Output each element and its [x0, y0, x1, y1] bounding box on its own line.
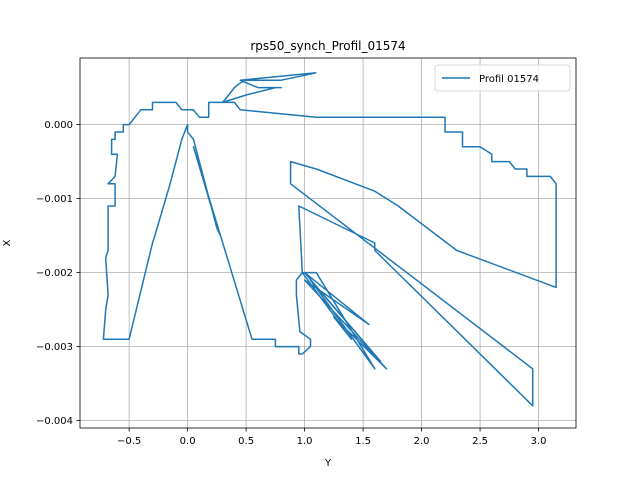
y-tick-label: −0.001	[36, 194, 73, 205]
x-axis-label: Y	[324, 458, 332, 469]
x-tick-label: 1.5	[355, 436, 371, 447]
x-tick-label: 1.0	[297, 436, 313, 447]
series-line	[102, 72, 557, 407]
y-tick-label: −0.003	[36, 342, 73, 353]
x-tick-label: 3.0	[531, 436, 547, 447]
y-tick-label: −0.004	[36, 416, 73, 427]
y-tick-label: 0.000	[44, 120, 73, 131]
y-axis-ticks: 0.000 −0.001 −0.002 −0.003 −0.004	[36, 120, 80, 427]
x-tick-label: 0.5	[238, 436, 254, 447]
x-axis-ticks: −0.5 0.0 0.5 1.0 1.5 2.0 2.5 3.0	[117, 428, 547, 447]
plot-area	[102, 72, 557, 407]
chart-title: rps50_synch_Profil_01574	[250, 39, 405, 53]
legend: Profil 01574	[434, 64, 571, 92]
legend-box	[434, 64, 571, 92]
legend-label: Profil 01574	[479, 74, 539, 85]
x-tick-label: 2.5	[472, 436, 488, 447]
plot-frame	[79, 57, 577, 429]
x-tick-label: 0.0	[180, 436, 196, 447]
grid-lines	[80, 58, 576, 428]
y-tick-label: −0.002	[36, 268, 73, 279]
x-tick-label: −0.5	[117, 436, 141, 447]
x-tick-label: 2.0	[414, 436, 430, 447]
y-axis-label: X	[2, 239, 13, 246]
